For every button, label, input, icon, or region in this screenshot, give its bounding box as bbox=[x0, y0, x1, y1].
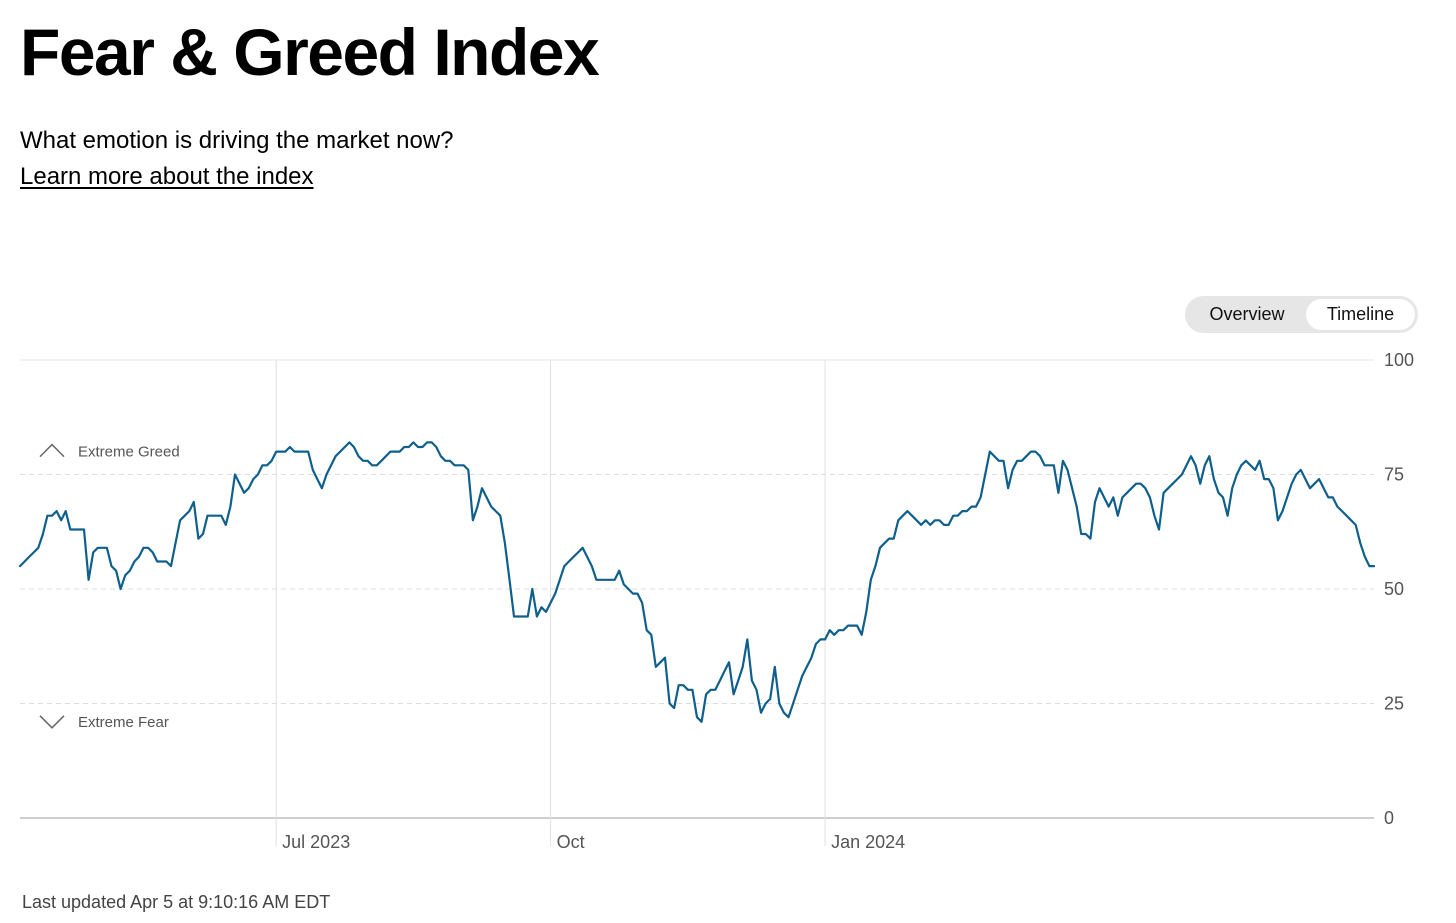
y-tick-label: 100 bbox=[1384, 350, 1414, 370]
y-tick-label: 75 bbox=[1384, 465, 1404, 485]
view-toggle: Overview Timeline bbox=[1185, 296, 1418, 333]
chevron-down-icon bbox=[39, 715, 65, 729]
learn-more-link[interactable]: Learn more about the index bbox=[20, 163, 314, 190]
extreme-fear-marker: Extreme Fear bbox=[39, 714, 169, 731]
y-tick-label: 0 bbox=[1384, 808, 1394, 828]
last-updated-text: Last updated Apr 5 at 9:10:16 AM EDT bbox=[22, 892, 331, 912]
x-tick-label: Oct bbox=[557, 832, 585, 852]
fear-greed-timeline-chart: 0 25 50 75 100 Jul 2023 Oct Jan 2024 Extreme Gre… bbox=[18, 350, 1414, 852]
page-title: Fear & Greed Index bbox=[20, 15, 600, 89]
index-series-line bbox=[18, 441, 1376, 723]
zone-label: Extreme Greed bbox=[78, 444, 180, 461]
y-tick-label: 50 bbox=[1384, 579, 1404, 599]
overview-tab[interactable]: Overview bbox=[1188, 299, 1306, 330]
zone-label: Extreme Fear bbox=[78, 714, 169, 731]
y-tick-label: 25 bbox=[1384, 694, 1404, 714]
x-tick-label: Jan 2024 bbox=[831, 832, 905, 852]
chevron-up-icon bbox=[39, 443, 65, 458]
page-subtitle: What emotion is driving the market now? bbox=[20, 127, 454, 154]
x-tick-label: Jul 2023 bbox=[282, 832, 350, 852]
extreme-greed-marker: Extreme Greed bbox=[39, 443, 180, 461]
timeline-tab[interactable]: Timeline bbox=[1306, 299, 1415, 330]
